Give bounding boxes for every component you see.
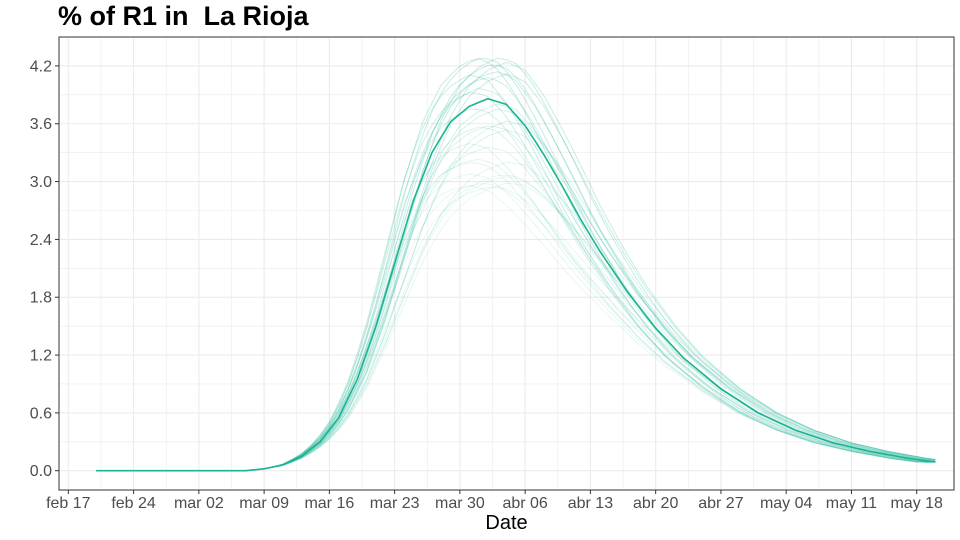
x-axis-title: Date	[485, 512, 527, 534]
tick-layer: feb 17 feb 24 mar 02 mar 09 mar 16 mar 23 mar …	[30, 58, 943, 512]
y-tick-label: 3.0	[30, 174, 52, 191]
y-tick-label: 0.6	[30, 405, 52, 422]
x-tick-label: feb 17	[46, 495, 91, 512]
x-tick-label: mar 16	[304, 495, 354, 512]
x-tick-label: feb 24	[111, 495, 156, 512]
x-tick-label: mar 02	[174, 495, 224, 512]
x-tick-label: may 18	[890, 495, 943, 512]
x-tick-label: abr 20	[633, 495, 678, 512]
x-tick-label: may 04	[760, 495, 813, 512]
plot-border	[58, 36, 955, 491]
y-tick-label: 1.2	[30, 348, 52, 365]
y-tick-label: 1.8	[30, 290, 52, 307]
main-series-line	[96, 97, 936, 472]
x-tick-label: abr 13	[568, 495, 613, 512]
chart-title: % of R1 in La Rioja	[58, 1, 309, 31]
x-tick-label: mar 23	[370, 495, 420, 512]
plot-background	[59, 37, 954, 490]
x-tick-label: abr 06	[502, 495, 547, 512]
y-tick-label: 2.4	[30, 232, 52, 249]
x-tick-label: may 11	[826, 495, 877, 512]
y-tick-label: 0.0	[30, 463, 52, 480]
grid-layer	[59, 37, 954, 490]
x-tick-label: mar 09	[239, 495, 289, 512]
y-tick-label: 4.2	[30, 58, 52, 75]
x-tick-label: mar 30	[435, 495, 485, 512]
y-tick-label: 3.6	[30, 116, 52, 133]
x-tick-label: abr 27	[698, 495, 743, 512]
main-layer	[96, 97, 936, 472]
